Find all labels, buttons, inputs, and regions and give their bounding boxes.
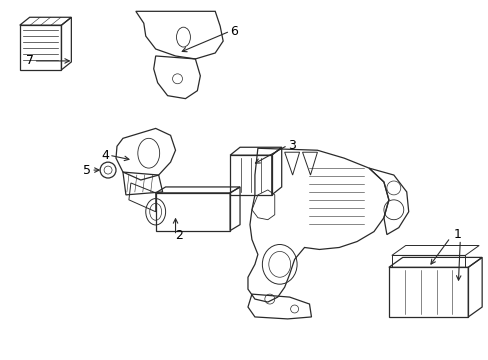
Text: 5: 5 <box>83 163 91 176</box>
Text: 2: 2 <box>175 229 183 242</box>
Text: 3: 3 <box>287 139 295 152</box>
Text: 4: 4 <box>101 149 109 162</box>
Text: 6: 6 <box>230 24 238 38</box>
Text: 1: 1 <box>452 228 460 241</box>
Text: 7: 7 <box>25 54 34 67</box>
